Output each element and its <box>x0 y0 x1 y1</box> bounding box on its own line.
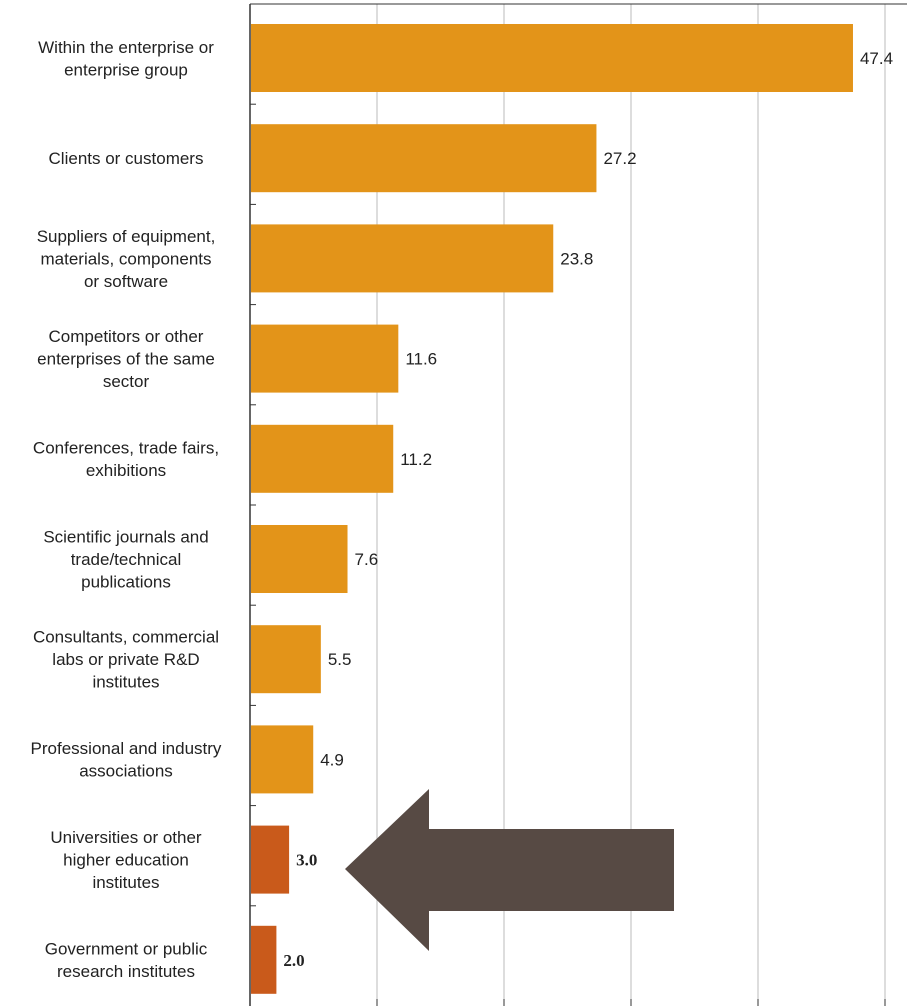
category-label: Scientific journals and trade/technical pu… <box>43 528 208 592</box>
value-label: 5.5 <box>328 650 352 669</box>
category-label: Consultants, commercial labs or private R… <box>33 628 219 692</box>
value-label: 3.0 <box>296 851 317 870</box>
category-label: Universities or other higher education ins… <box>50 828 202 892</box>
bar-9 <box>251 825 290 894</box>
category-label: Professional and industry associations <box>31 739 222 781</box>
value-label: 47.4 <box>860 49 893 68</box>
category-label: Within the enterprise or enterprise group <box>38 38 214 80</box>
bar-10 <box>251 925 277 994</box>
annotation <box>345 789 674 951</box>
bar-6 <box>251 525 348 593</box>
value-labels: 47.4 27.2 23.8 11.6 11.2 7.6 5.5 4.9 3.0 2.0 <box>283 49 893 970</box>
bar-1 <box>251 24 853 92</box>
value-label: 2.0 <box>283 951 304 970</box>
category-label: Clients or customers <box>49 149 204 168</box>
category-labels: Within the enterprise or enterprise group… <box>31 38 222 981</box>
category-label: Competitors or other enterprises of the s… <box>37 327 215 391</box>
value-label: 11.2 <box>400 450 432 469</box>
bar-5 <box>251 424 394 493</box>
bar-3 <box>251 224 554 293</box>
bar-8 <box>251 725 314 794</box>
axis <box>249 3 907 1006</box>
value-label: 27.2 <box>603 149 636 168</box>
bar-7 <box>251 625 321 694</box>
value-label: 7.6 <box>355 550 379 569</box>
bars <box>251 24 853 994</box>
category-label: Government or public research institutes <box>45 940 208 982</box>
bar-2 <box>251 124 597 193</box>
pointer-arrow <box>345 789 674 951</box>
value-label: 4.9 <box>320 750 344 769</box>
bar-4 <box>251 324 399 393</box>
category-label: Conferences, trade fairs, exhibitions <box>33 439 219 481</box>
value-label: 11.6 <box>405 350 437 369</box>
category-label: Suppliers of equipment, materials, compon… <box>37 227 216 291</box>
value-label: 23.8 <box>560 249 593 268</box>
